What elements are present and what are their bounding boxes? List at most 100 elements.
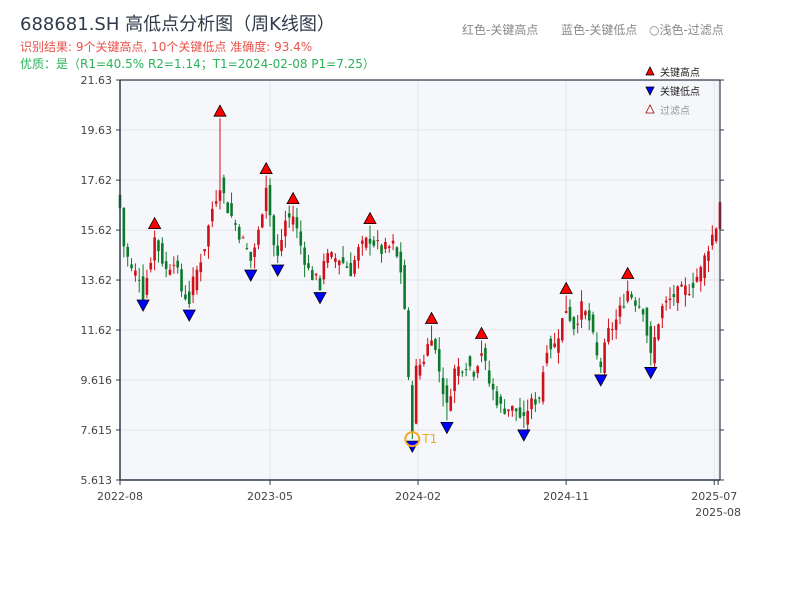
- candle-body: [222, 177, 226, 194]
- candle-body: [580, 301, 583, 320]
- candle-body: [168, 269, 172, 275]
- key-low-marker: [313, 292, 327, 305]
- key-high-marker: [286, 191, 300, 205]
- candle-body: [484, 347, 487, 361]
- candle-body: [584, 311, 587, 316]
- key-high-marker: [213, 104, 227, 117]
- candle-body: [230, 203, 233, 216]
- key-high-marker: [474, 326, 489, 339]
- key-high-marker: [424, 311, 439, 324]
- candle-body: [284, 220, 287, 237]
- candle-body: [530, 398, 533, 410]
- candle-body: [334, 258, 337, 262]
- candle-body: [534, 399, 537, 405]
- candle-body: [711, 234, 714, 246]
- candle-body: [641, 309, 645, 315]
- candle-body: [657, 324, 660, 340]
- candle-body: [134, 270, 137, 276]
- candle-body: [572, 317, 576, 330]
- candle-body: [464, 369, 468, 371]
- candle-body: [676, 286, 679, 303]
- legend-marker: [645, 66, 655, 76]
- candle-body: [495, 391, 499, 406]
- candle-body: [630, 294, 633, 298]
- candle-body: [137, 279, 141, 281]
- candle-body: [387, 246, 391, 248]
- candle-body: [403, 265, 406, 309]
- candle-body: [626, 290, 629, 302]
- key-high-marker: [147, 216, 162, 229]
- candle-body: [653, 337, 656, 364]
- candle-body: [618, 305, 622, 317]
- candle-body: [122, 208, 126, 247]
- y-tick-label: 7.615: [81, 424, 113, 437]
- candle-body: [614, 319, 618, 330]
- candle-body: [511, 405, 514, 411]
- key-low-marker: [644, 367, 658, 380]
- candle-body: [218, 190, 222, 201]
- y-tick-label: 21.63: [81, 74, 113, 87]
- candle-body: [318, 278, 322, 291]
- candle-body: [180, 269, 183, 292]
- key-low-marker: [517, 429, 531, 442]
- candle-body: [541, 372, 545, 402]
- candle-body: [395, 247, 399, 257]
- candle-body: [214, 201, 218, 204]
- key-high-marker: [621, 266, 635, 279]
- candle-body: [587, 310, 591, 321]
- candle-body: [207, 225, 210, 247]
- y-tick-label: 9.616: [81, 374, 113, 387]
- candle-body: [461, 371, 464, 373]
- candle-body: [564, 311, 568, 314]
- candle-body: [695, 276, 699, 282]
- candle-body: [234, 223, 237, 225]
- candle-body: [468, 356, 472, 367]
- candle-body: [449, 396, 453, 411]
- candle-body: [714, 228, 718, 242]
- candle-body: [622, 306, 626, 308]
- candle-body: [645, 307, 649, 336]
- candle-body: [418, 364, 422, 376]
- candle-body: [264, 187, 268, 212]
- candle-body: [261, 214, 264, 228]
- candle-body: [599, 361, 603, 368]
- candle-body: [237, 226, 241, 240]
- candle-body: [203, 249, 206, 252]
- candle-body: [437, 349, 441, 372]
- candle-body: [257, 229, 260, 245]
- candle-body: [345, 266, 349, 268]
- key-low-marker: [182, 309, 196, 322]
- key-low-marker: [594, 374, 608, 387]
- candle-body: [272, 215, 276, 246]
- x-tick-label: 2025-07: [691, 490, 737, 503]
- candle-body: [684, 285, 687, 296]
- candle-body: [661, 305, 664, 319]
- candle-body: [299, 231, 303, 246]
- candle-body: [514, 408, 518, 412]
- key-high-marker: [559, 281, 573, 294]
- result-summary: 识别结果: 9个关键高点, 10个关键低点 准确度: 93.4%: [20, 40, 313, 54]
- y-tick-label: 13.62: [81, 274, 113, 287]
- candle-body: [172, 264, 176, 266]
- candle-body: [291, 216, 295, 225]
- key-low-marker: [271, 264, 285, 277]
- y-tick-label: 17.62: [81, 174, 113, 187]
- candle-body: [707, 251, 710, 261]
- candle-body: [441, 377, 445, 395]
- candle-body: [595, 342, 599, 356]
- y-tick-label: 5.613: [81, 474, 113, 487]
- candle-body: [537, 397, 541, 399]
- candle-body: [141, 276, 145, 302]
- candle-body: [384, 241, 387, 249]
- candle-body: [411, 385, 414, 433]
- key-high-marker: [363, 211, 377, 224]
- key-low-marker: [136, 299, 150, 312]
- candle-body: [426, 344, 429, 356]
- candle-body: [126, 246, 129, 257]
- candle-body: [687, 294, 691, 296]
- x-tick-label: 2022-08: [97, 490, 143, 503]
- candle-body: [361, 240, 364, 244]
- candle-body: [703, 255, 706, 278]
- candle-body: [357, 247, 360, 261]
